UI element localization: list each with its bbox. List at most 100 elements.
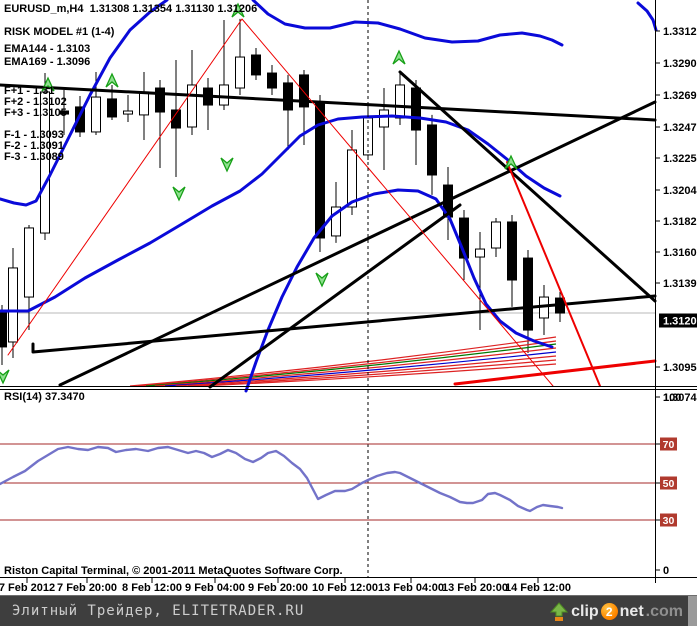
candle-body-bull <box>331 206 341 237</box>
fractal-up-arrow-icon <box>392 49 406 65</box>
candle-body-bear <box>107 98 117 118</box>
upload-arrow-icon <box>549 601 569 621</box>
candle-body-bull <box>395 84 405 119</box>
zigzag-triangle[interactable] <box>7 18 554 387</box>
symbol-ohlc-line: EURUSD_m,H4 1.31308 1.31354 1.31130 1.31… <box>4 3 258 15</box>
f-minus3-label: F-3 - 1.3089 <box>4 151 64 163</box>
candle-body-bear <box>427 124 437 176</box>
candle-body-bull <box>139 91 149 116</box>
fractal-down-arrow-icon <box>172 186 186 202</box>
price-axis-label: 1.31605 <box>663 247 697 259</box>
time-axis-label[interactable]: 13 Feb 04:00 <box>378 582 444 594</box>
trendline-upper-channel[interactable] <box>0 83 657 122</box>
ma-fan-line <box>145 343 557 387</box>
rsi-line <box>0 445 564 513</box>
trendline-red-descending[interactable] <box>506 161 601 387</box>
time-axis-label[interactable]: 8 Feb 12:00 <box>122 582 182 594</box>
footer-right-cap <box>688 596 697 626</box>
trendline-red-support[interactable] <box>453 359 657 386</box>
candle-body-bear <box>507 221 517 281</box>
fractal-up-arrow-icon <box>105 72 119 88</box>
candle-body-bull <box>187 84 197 128</box>
elitetrader-watermark: Элитный Трейдер, ELITETRADER.RU <box>12 603 305 619</box>
candle-body-bull <box>8 267 18 343</box>
price-axis-label: 1.31390 <box>663 278 697 290</box>
chart-plot-area[interactable]: 1.33125 1.32905 1.32690 1.32475 1.32255 1.320… <box>0 0 697 595</box>
rsi-level-badge-label: 30 <box>663 515 675 527</box>
ema144-label: EMA144 - 1.3103 <box>4 43 91 55</box>
time-axis-label[interactable]: 13 Feb 20:00 <box>442 582 508 594</box>
ma-fan-line <box>129 336 557 387</box>
candle-body-bull <box>491 221 501 249</box>
candle-body-bear <box>59 110 69 115</box>
candle-body-bull <box>40 91 50 234</box>
candle-body-bull <box>363 117 373 156</box>
ma-fan-line <box>154 347 557 387</box>
rsi-level-badge <box>660 476 677 490</box>
price-axis-label: 1.32255 <box>663 153 697 165</box>
f-plus3-label: F+3 - 1.3105 <box>4 107 67 119</box>
logo-circle-2: 2 <box>600 603 618 620</box>
candle-body-bull <box>24 227 34 298</box>
bollinger-band-upper-right <box>251 0 564 47</box>
price-axis-label: 1.31825 <box>663 216 697 228</box>
time-axis-label[interactable]: 9 Feb 20:00 <box>248 582 308 594</box>
time-axis-label[interactable]: 10 Feb 12:00 <box>312 582 378 594</box>
price-axis-label: 1.30955 <box>663 362 697 374</box>
fractal-down-arrow-icon <box>0 369 10 385</box>
trendline-descending-right[interactable] <box>398 70 657 303</box>
logo-text-com: .com <box>645 602 683 620</box>
current-price-badge-label: 1.31206 <box>663 316 697 328</box>
fractal-up-arrow-icon <box>41 76 55 92</box>
candle-body-bear <box>411 87 421 131</box>
candle-body-bear <box>251 54 261 76</box>
candle-body-bear <box>171 109 181 129</box>
ema169-label: EMA169 - 1.3096 <box>4 56 91 68</box>
time-axis-label[interactable]: 9 Feb 04:00 <box>185 582 245 594</box>
candle-body-bear <box>155 87 165 113</box>
f-plus2-label: F+2 - 1.3102 <box>4 96 67 108</box>
candle-body-bull <box>91 96 101 133</box>
rsi-level-badge <box>660 513 677 527</box>
clip2net-logo[interactable]: clip 2 net .com <box>549 596 683 626</box>
ma-fan-line <box>175 355 557 387</box>
candle-body-bear <box>267 72 277 89</box>
fractal-up-arrow-icon <box>504 154 518 170</box>
candle-body-bull <box>347 149 357 208</box>
price-axis-label: 1.32475 <box>663 122 697 134</box>
candle-body-bear <box>0 312 7 348</box>
candle-body-bull <box>219 84 229 106</box>
time-axis-label[interactable]: 7 Feb 2012 <box>0 582 55 594</box>
copyright-text: Riston Capital Terminal, © 2001-2011 Met… <box>4 565 343 577</box>
trendline-lower-channel[interactable] <box>31 294 657 354</box>
candle-body-bear <box>523 257 533 331</box>
time-axis-label[interactable]: 14 Feb 12:00 <box>505 582 571 594</box>
rsi-scale-label: 0 <box>663 565 669 577</box>
candle-body-bear <box>299 74 309 108</box>
candle-body-bear <box>75 106 85 133</box>
trendline-ascending-short[interactable] <box>208 203 462 389</box>
bollinger-band-upper-left <box>0 0 169 207</box>
candle-body-bull <box>123 110 133 115</box>
logo-text-clip: clip <box>571 602 599 620</box>
ma-fan-line <box>137 340 557 387</box>
f-plus1-label: F+1 - 1.31 <box>4 85 55 97</box>
rsi-level-badge-label: 70 <box>663 439 675 451</box>
fractal-down-arrow-icon <box>315 272 329 288</box>
f-minus2-label: F-2 - 1.3091 <box>4 140 64 152</box>
logo-text-net: net <box>619 602 644 620</box>
watermark-footer-bar: Элитный Трейдер, ELITETRADER.RU clip 2 n… <box>0 595 697 626</box>
trendline-ascending-long[interactable] <box>58 100 657 387</box>
bollinger-band-upper-corner <box>636 1 658 32</box>
price-axis-label: 1.32040 <box>663 185 697 197</box>
rsi-indicator-label: RSI(14) 37.3470 <box>4 391 85 403</box>
candle-body-bull <box>235 56 245 89</box>
candle-body-bull <box>475 248 485 258</box>
price-axis-label: 1.30740 <box>663 392 697 404</box>
candle-body-bull <box>379 109 389 128</box>
time-axis-label[interactable]: 7 Feb 20:00 <box>57 582 117 594</box>
price-axis-label: 1.32690 <box>663 90 697 102</box>
rsi-scale-label: 100 <box>663 392 681 404</box>
risk-model-label: RISK MODEL #1 (1-4) <box>4 26 115 38</box>
ma-fan-line <box>199 363 557 387</box>
